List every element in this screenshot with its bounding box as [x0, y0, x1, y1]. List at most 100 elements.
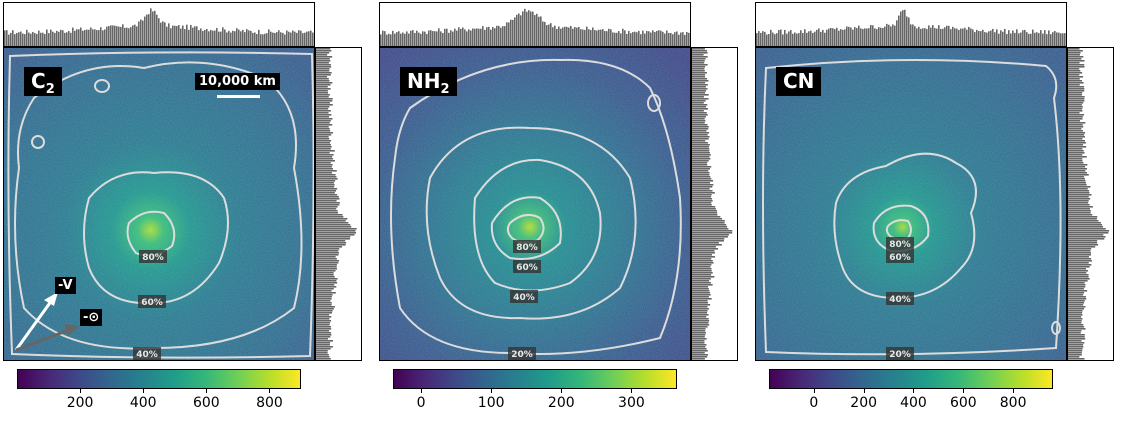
- contour-label: 60%: [513, 260, 541, 273]
- histogram-bar: [1056, 32, 1058, 46]
- histogram-bar: [692, 222, 725, 224]
- histogram-bar: [538, 16, 540, 46]
- histogram-bar: [692, 292, 710, 294]
- histogram-bar: [796, 33, 798, 46]
- histogram-bar: [1068, 86, 1085, 88]
- histogram-bar: [692, 112, 707, 114]
- histogram-bar: [692, 56, 708, 58]
- histogram-bar: [484, 29, 486, 46]
- histogram-bar: [130, 27, 132, 46]
- histogram-bar: [316, 356, 330, 358]
- histogram-bar: [162, 21, 164, 46]
- histogram-bar: [316, 94, 330, 96]
- histogram-bar: [424, 31, 426, 46]
- histogram-bar: [108, 26, 110, 46]
- histogram-bar: [1068, 80, 1082, 82]
- svg-text:40%: 40%: [136, 350, 158, 360]
- histogram-bar: [930, 27, 932, 46]
- histogram-bar: [496, 25, 498, 46]
- histogram-bar: [1068, 176, 1085, 178]
- histogram-bar: [692, 240, 724, 242]
- histogram-bar: [986, 32, 988, 46]
- histogram-bar: [692, 122, 705, 124]
- histogram-bar: [1068, 270, 1088, 272]
- histogram-bar: [866, 28, 868, 46]
- histogram-bar: [1068, 294, 1084, 296]
- histogram-bar: [1068, 332, 1081, 334]
- histogram-bar: [1068, 212, 1091, 214]
- histogram-bar: [316, 54, 328, 56]
- histogram-bar: [692, 126, 709, 128]
- histogram-bar: [292, 30, 294, 46]
- histogram-bar: [950, 29, 952, 46]
- histogram-bar: [316, 252, 339, 254]
- histogram-bar: [316, 144, 331, 146]
- histogram-bar: [814, 31, 816, 46]
- histogram-bar: [158, 18, 160, 46]
- histogram-bar: [1022, 30, 1024, 46]
- histogram-bar: [522, 11, 524, 46]
- histogram-bar: [316, 118, 333, 120]
- histogram-bar: [692, 268, 712, 270]
- histogram-bar: [692, 142, 708, 144]
- colorbar-tick-label: 200: [547, 395, 575, 411]
- histogram-bar: [692, 198, 713, 200]
- histogram-bar: [152, 11, 154, 46]
- histogram-bar: [1002, 31, 1004, 46]
- histogram-bar: [692, 94, 709, 96]
- histogram-bar: [582, 29, 584, 46]
- histogram-bar: [548, 24, 550, 46]
- histogram-bar: [394, 33, 396, 46]
- histogram-bar: [482, 26, 484, 46]
- histogram-bar: [692, 214, 718, 216]
- histogram-bar: [1068, 276, 1089, 278]
- histogram-bar: [692, 280, 710, 282]
- histogram-bar: [26, 29, 28, 46]
- histogram-bar: [1068, 126, 1084, 128]
- histogram-bar: [692, 174, 710, 176]
- histogram-bar: [316, 112, 329, 114]
- histogram-bar: [1068, 152, 1085, 154]
- histogram-bar: [1068, 260, 1092, 262]
- histogram-bar: [592, 27, 594, 46]
- histogram-bar: [1034, 32, 1036, 46]
- histogram-bar: [316, 172, 332, 174]
- histogram-bar: [1068, 222, 1101, 224]
- histogram-bar: [72, 27, 74, 46]
- histogram-bar: [454, 28, 456, 46]
- histogram-bar: [1068, 146, 1087, 148]
- histogram-bar: [470, 30, 472, 46]
- histogram-bar: [316, 174, 336, 176]
- histogram-bar: [692, 254, 713, 256]
- histogram-bar: [294, 31, 296, 46]
- histogram-bar: [416, 30, 418, 46]
- histogram-bar: [1058, 32, 1060, 46]
- histogram-bar: [316, 74, 331, 76]
- histogram-bar: [1068, 218, 1097, 220]
- histogram-bar: [692, 236, 728, 238]
- histogram-bar: [692, 336, 705, 338]
- histogram-bar: [854, 27, 856, 46]
- emission-map: 80% 60% 40%: [3, 47, 315, 361]
- histogram-bar: [774, 34, 776, 46]
- histogram-bar: [316, 100, 333, 102]
- histogram-bar: [1068, 282, 1085, 284]
- histogram-bar: [384, 31, 386, 46]
- histogram-bar: [316, 210, 338, 212]
- histogram-bar: [1068, 206, 1093, 208]
- histogram-bar: [316, 230, 356, 232]
- histogram-bar: [1068, 120, 1080, 122]
- histogram-bar: [1006, 33, 1008, 46]
- histogram-bar: [286, 30, 288, 46]
- histogram-bar: [1068, 160, 1083, 162]
- colorbar-tick-label: 0: [416, 395, 426, 411]
- histogram-bar: [428, 30, 430, 46]
- histogram-bar: [1068, 154, 1083, 156]
- histogram-bar: [850, 27, 852, 46]
- histogram-bar: [568, 27, 570, 46]
- histogram-bar: [692, 114, 708, 116]
- histogram-bar: [426, 33, 428, 46]
- histogram-bar: [898, 15, 900, 46]
- histogram-bar: [1068, 202, 1089, 204]
- histogram-bar: [316, 218, 348, 220]
